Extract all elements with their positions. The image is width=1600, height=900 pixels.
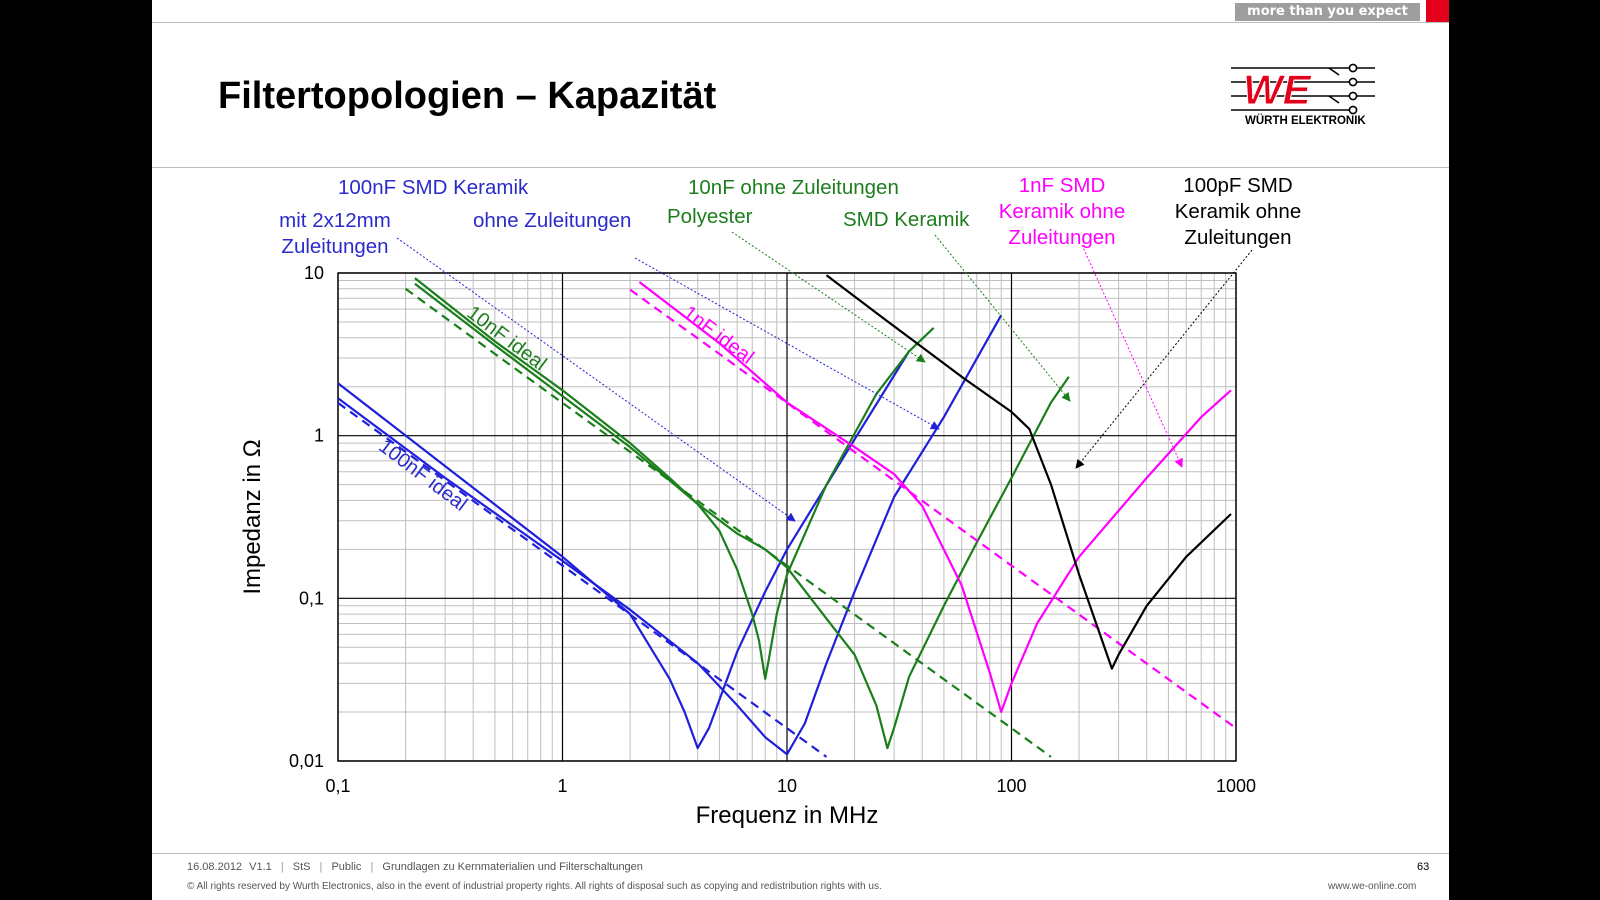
y-tick-label: 0,01 [289,751,324,771]
label-100nf-leads: mit 2x12mm Zuleitungen [276,208,394,260]
pointer-1nf [1081,244,1183,468]
logo-circuit-lines [1231,63,1375,115]
ideal-line-label: 1nF ideal [679,302,758,369]
x-tick-label: 1 [557,776,567,796]
website-link[interactable]: www.we-online.com [1328,881,1417,892]
footer-author: StS [292,861,311,873]
plot-frame [337,272,1237,762]
label-1nf-line3: Zuleitungen [1008,226,1116,249]
series-line-1 [337,402,828,758]
logo-initials: WE [1243,66,1313,113]
x-tick-label: 0,1 [325,776,350,796]
page-number: 63 [1417,861,1430,873]
top-divider [152,22,1449,23]
y-tick-label: 10 [304,263,324,283]
x-tick-label: 1000 [1216,776,1256,796]
footer-version: V1.1 [249,861,272,873]
label-100pf-line1: 100pF SMD [1183,174,1293,197]
label-10nf-polyester: Polyester [667,205,753,228]
x-axis-title: Frequenz in MHz [696,802,879,829]
ideal-line-label: 10nF ideal [463,302,551,376]
pointer-100pf [1075,249,1253,469]
footer-info: 16.08.2012 V1.1 | StS | Public | Grundla… [187,861,643,873]
page-title: Filtertopologien – Kapazität [218,75,717,117]
label-100nf-leads-line2: Zuleitungen [281,235,389,258]
annotation-pointers [396,231,1253,522]
footer-topic: Grundlagen zu Kernmaterialien und Filter… [382,861,643,873]
pointer-10nf-polyester [731,231,926,363]
grid [337,272,1237,762]
y-tick-label: 1 [314,426,324,446]
slide: more than you expect Filtertopologien – … [152,0,1449,900]
pointer-100nf-leads [396,237,796,522]
label-100nf-noleads: ohne Zuleitungen [473,209,632,232]
label-100pf-line2: Keramik ohne [1174,200,1302,223]
y-axis-title: Impedanz in Ω [239,439,266,594]
series-line-9 [825,274,1232,670]
copyright-notice: © All rights reserved by Wurth Electroni… [187,881,882,892]
footer-classification: Public [331,861,362,873]
series-lines [337,274,1237,758]
title-divider [152,167,1449,168]
wurth-elektronik-logo: WE WÜRTH ELEKTRONIK [1231,63,1375,127]
series-line-2 [337,350,911,750]
label-1nf-line2: Keramik ohne [998,200,1126,223]
label-10nf-smd: SMD Keramik [843,208,970,231]
label-100nf-leads-line1: mit 2x12mm [279,209,391,232]
series-line-5 [414,277,935,680]
series-line-6 [414,282,1070,750]
footer-divider [152,853,1449,854]
tagline-banner: more than you expect [1235,3,1420,21]
label-100pf-line3: Zuleitungen [1184,226,1292,249]
series-line-7 [629,288,1237,730]
label-100pf: 100pF SMD Keramik ohne Zuleitungen [1166,173,1310,251]
series-line-3 [337,314,1003,756]
series-line-8 [638,281,1232,714]
series-line-4 [404,287,1052,758]
logo-brand-name: WÜRTH ELEKTRONIK [1245,114,1366,127]
label-100nf-group: 100nF SMD Keramik [338,176,529,199]
pointer-10nf-smd [934,234,1071,402]
x-tick-label: 10 [777,776,797,796]
y-tick-label: 0,1 [299,588,324,608]
label-10nf-group: 10nF ohne Zuleitungen [688,176,899,199]
x-tick-label: 100 [996,776,1026,796]
brand-red-block [1426,0,1449,22]
label-1nf-line1: 1nF SMD [1018,174,1106,197]
footer-date: 16.08.2012 [187,861,243,873]
label-1nf: 1nF SMD Keramik ohne Zuleitungen [990,173,1134,251]
